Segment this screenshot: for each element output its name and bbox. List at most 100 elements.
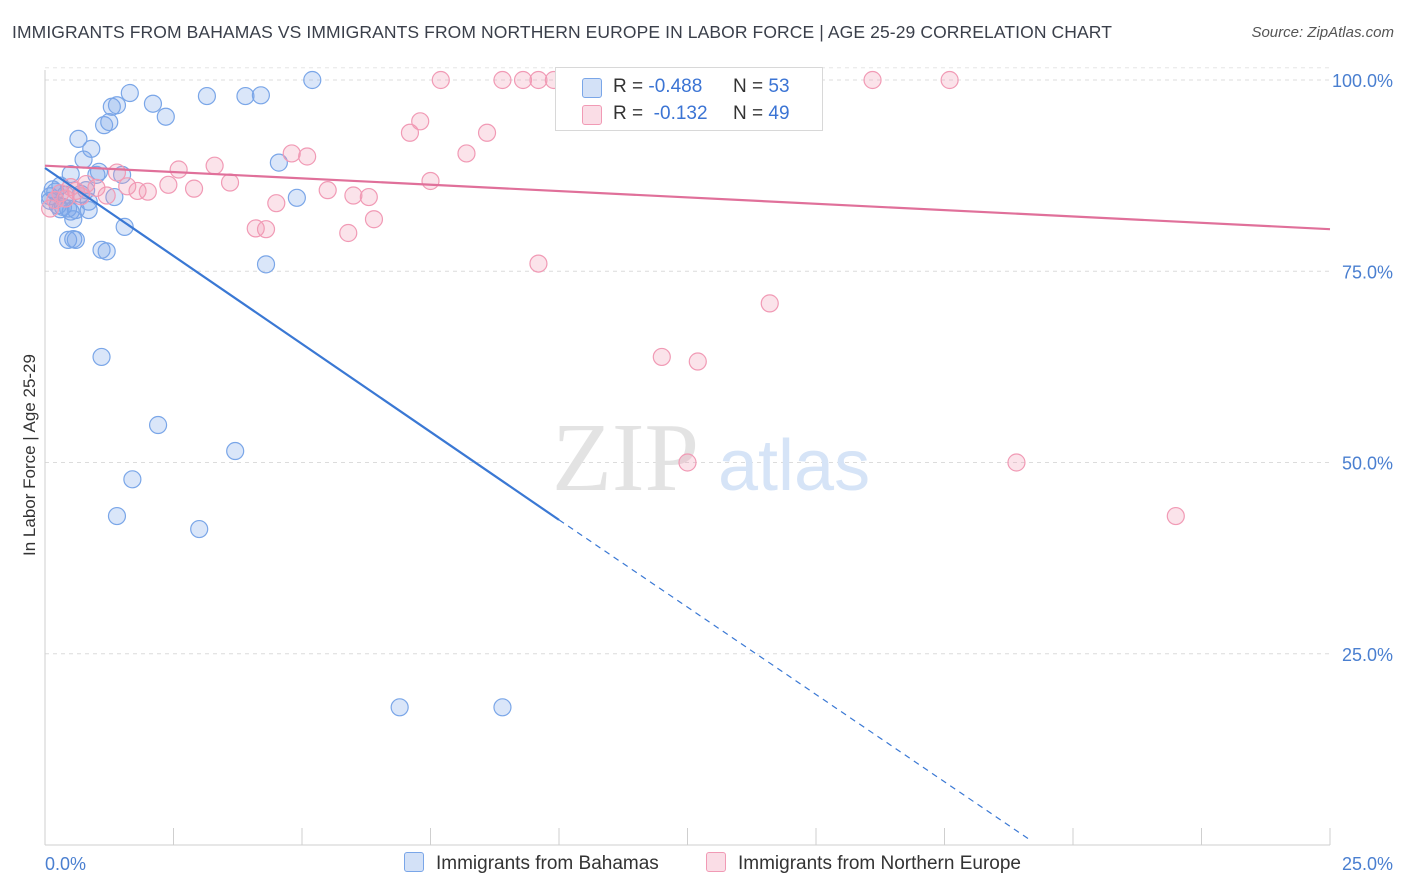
point-northern-europe	[431, 70, 450, 90]
point-northern-europe	[339, 223, 358, 243]
point-northern-europe	[760, 294, 779, 313]
correlation-legend: R = -0.488 N = 53 R = -0.132 N = 49	[555, 67, 823, 131]
y-tick-label: 100.0%	[1332, 71, 1393, 91]
point-bahamas	[256, 255, 276, 274]
point-northern-europe	[400, 123, 420, 142]
point-bahamas	[190, 519, 209, 539]
legend-r-northern-europe: R = -0.132	[613, 103, 708, 125]
trend-line-bahamas	[44, 167, 560, 521]
point-bahamas	[197, 86, 217, 106]
bottom-legend-swatch-northern-europe	[706, 852, 726, 872]
gridlines	[45, 67, 1330, 655]
legend-r-bahamas: R = -0.488	[613, 76, 702, 98]
watermark-atlas: atlas	[718, 426, 870, 506]
point-bahamas	[493, 698, 512, 717]
series-northern-europe-points	[41, 70, 1185, 526]
point-bahamas	[148, 415, 168, 435]
legend-n-northern-europe: N = 49	[733, 103, 790, 125]
point-bahamas	[89, 162, 109, 181]
point-northern-europe	[298, 147, 317, 166]
point-bahamas	[59, 230, 78, 249]
point-northern-europe	[1007, 453, 1026, 472]
point-northern-europe	[863, 70, 882, 90]
data-points	[41, 70, 1185, 717]
point-northern-europe	[128, 181, 147, 201]
point-bahamas	[123, 470, 142, 489]
point-bahamas	[269, 153, 288, 172]
legend-swatch-bahamas	[582, 78, 602, 98]
point-northern-europe	[97, 186, 116, 205]
point-bahamas	[105, 187, 124, 207]
bottom-legend-swatch-bahamas	[404, 852, 424, 872]
legend-row-northern-europe: R = -0.132 N = 49	[556, 101, 822, 127]
r-label: R =	[613, 76, 644, 97]
bottom-legend-northern-europe: Immigrants from Northern Europe	[706, 852, 1021, 875]
point-bahamas	[115, 217, 134, 236]
tick-labels: 25.0% 50.0% 75.0% 100.0% 0.0% 25.0%	[45, 71, 1393, 874]
point-northern-europe	[184, 179, 204, 198]
point-bahamas	[82, 139, 101, 158]
point-northern-europe	[118, 177, 137, 196]
point-bahamas	[156, 107, 175, 126]
point-bahamas	[87, 165, 106, 184]
bottom-legend-label-northern-europe: Immigrants from Northern Europe	[738, 853, 1021, 874]
point-bahamas	[69, 129, 88, 149]
point-northern-europe	[477, 123, 497, 142]
point-northern-europe	[457, 144, 476, 163]
point-northern-europe	[1166, 506, 1185, 526]
point-northern-europe	[344, 186, 363, 205]
point-bahamas	[251, 86, 270, 105]
series-bahamas-points	[41, 70, 512, 717]
point-northern-europe	[51, 184, 70, 203]
point-northern-europe	[159, 175, 178, 194]
n-value-bahamas: 53	[768, 76, 790, 97]
point-bahamas	[97, 242, 116, 261]
point-northern-europe	[220, 173, 240, 192]
point-northern-europe	[169, 160, 188, 179]
y-tick-label: 25.0%	[1342, 645, 1393, 665]
point-bahamas	[390, 698, 409, 717]
point-bahamas	[120, 83, 139, 103]
y-tick-label: 50.0%	[1342, 454, 1393, 474]
point-bahamas	[66, 230, 85, 249]
point-bahamas	[92, 347, 111, 367]
point-northern-europe	[77, 174, 96, 194]
point-northern-europe	[529, 70, 548, 90]
n-label: N =	[733, 76, 764, 97]
point-northern-europe	[513, 70, 533, 90]
point-bahamas	[95, 116, 114, 135]
bottom-legend-label-bahamas: Immigrants from Bahamas	[436, 853, 659, 874]
point-northern-europe	[652, 347, 671, 367]
point-northern-europe	[87, 178, 106, 197]
y-tick-label: 75.0%	[1342, 262, 1393, 282]
point-northern-europe	[138, 182, 157, 201]
point-bahamas	[107, 506, 127, 526]
n-value-northern-europe: 49	[768, 103, 790, 124]
point-northern-europe	[529, 254, 548, 273]
point-northern-europe	[678, 453, 697, 472]
point-northern-europe	[421, 171, 440, 191]
point-northern-europe	[256, 220, 276, 239]
point-bahamas	[66, 200, 85, 220]
point-bahamas	[236, 86, 255, 106]
r-value-northern-europe: -0.132	[653, 103, 708, 124]
point-northern-europe	[411, 112, 430, 131]
legend-swatch-northern-europe	[582, 105, 602, 125]
trend-lines	[44, 164, 1331, 842]
point-bahamas	[107, 96, 127, 115]
point-northern-europe	[282, 144, 301, 163]
point-bahamas	[79, 200, 98, 220]
point-northern-europe	[205, 156, 224, 175]
axes	[44, 70, 1331, 846]
point-northern-europe	[267, 194, 286, 213]
legend-n-bahamas: N = 53	[733, 76, 790, 98]
point-bahamas	[143, 94, 163, 113]
source-label: Source: ZipAtlas.com	[1251, 24, 1394, 41]
point-northern-europe	[688, 352, 707, 371]
point-northern-europe	[493, 70, 512, 90]
point-northern-europe	[364, 210, 384, 229]
point-bahamas	[61, 164, 80, 184]
point-bahamas	[100, 112, 119, 132]
point-northern-europe	[56, 189, 75, 208]
point-bahamas	[226, 441, 245, 461]
